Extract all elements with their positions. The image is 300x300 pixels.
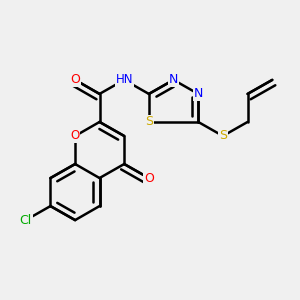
Text: O: O — [70, 74, 80, 86]
Text: N: N — [194, 87, 203, 101]
Text: O: O — [70, 130, 80, 142]
Text: HN: HN — [116, 74, 133, 86]
Text: N: N — [169, 74, 178, 86]
Text: O: O — [144, 172, 154, 184]
Text: Cl: Cl — [20, 214, 32, 226]
Text: S: S — [145, 116, 153, 128]
Text: S: S — [219, 130, 227, 142]
